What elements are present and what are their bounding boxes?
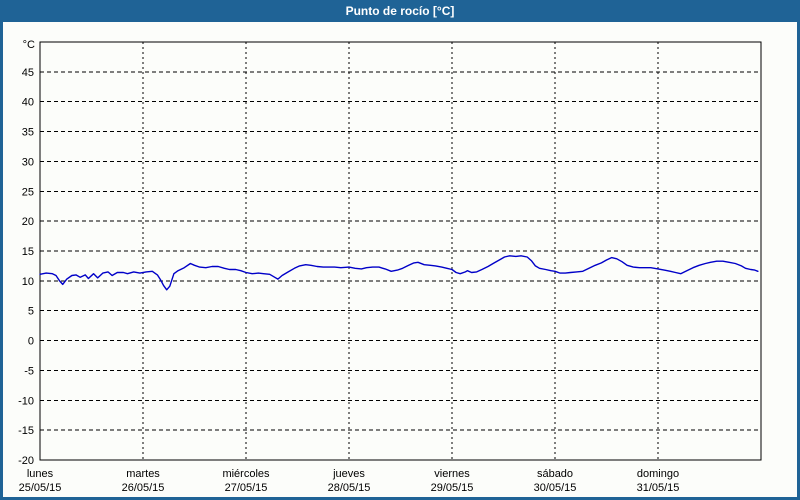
- x-day-date-label: 28/05/15: [328, 482, 371, 494]
- window-title-text: Punto de rocío [°C]: [345, 4, 455, 18]
- y-tick-label: 10: [22, 276, 34, 288]
- y-tick-label: 45: [22, 67, 34, 79]
- y-tick-label: 15: [22, 246, 34, 258]
- y-tick-label: 20: [22, 216, 34, 228]
- y-tick-label: 40: [22, 97, 34, 109]
- chart-area: 45 40 35 30 25 20 15 10 5 0 -5 -10 -15 -20 °C lunes 25/0…: [3, 22, 797, 497]
- title-bar: Punto de rocío [°C]: [0, 0, 800, 22]
- y-axis-unit-label: °C: [23, 39, 35, 51]
- x-day-name-label: martes: [126, 468, 160, 480]
- x-day-name-label: jueves: [332, 468, 365, 480]
- x-day-name-label: miércoles: [222, 468, 270, 480]
- dew-point-line: [39, 255, 759, 291]
- x-day-name-label: viernes: [434, 468, 470, 480]
- x-day-date-label: 27/05/15: [225, 482, 268, 494]
- x-day-date-label: 30/05/15: [534, 482, 577, 494]
- x-day-date-label: 25/05/15: [19, 482, 62, 494]
- y-tick-label: -20: [18, 455, 34, 467]
- y-tick-label: -10: [18, 395, 34, 407]
- dew-point-chart: 45 40 35 30 25 20 15 10 5 0 -5 -10 -15 -20 °C lunes 25/0…: [18, 39, 762, 494]
- x-day-name-label: lunes: [27, 468, 54, 480]
- y-tick-label: -5: [24, 365, 34, 377]
- x-day-name-label: domingo: [637, 468, 679, 480]
- y-tick-label: 0: [28, 336, 34, 348]
- x-day-date-label: 26/05/15: [122, 482, 165, 494]
- y-tick-label: 5: [28, 306, 34, 318]
- x-day-date-label: 31/05/15: [637, 482, 680, 494]
- y-tick-label: 25: [22, 186, 34, 198]
- x-day-name-label: sábado: [537, 468, 573, 480]
- y-tick-label: 30: [22, 156, 34, 168]
- y-tick-label: 35: [22, 127, 34, 139]
- plot-border: [39, 41, 762, 461]
- x-day-date-label: 29/05/15: [431, 482, 474, 494]
- y-tick-label: -15: [18, 425, 34, 437]
